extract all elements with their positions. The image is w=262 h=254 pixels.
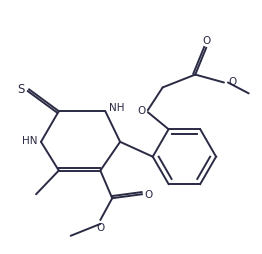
Text: O: O — [138, 106, 146, 116]
Text: NH: NH — [109, 103, 125, 113]
Text: O: O — [228, 77, 236, 87]
Text: S: S — [18, 83, 25, 96]
Text: O: O — [96, 222, 105, 232]
Text: O: O — [202, 36, 210, 46]
Text: HN: HN — [21, 135, 37, 145]
Text: O: O — [145, 189, 153, 199]
